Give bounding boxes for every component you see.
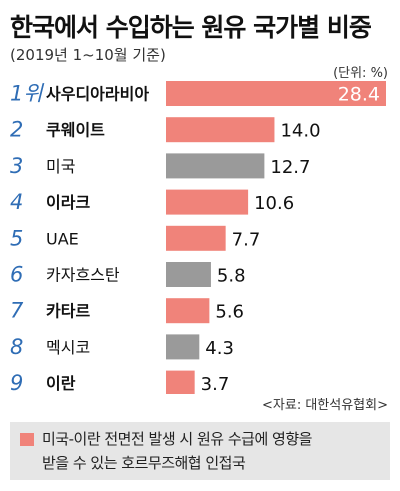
rank-label-3: 3 [10, 154, 23, 178]
category-label-8: 멕시코 [46, 338, 90, 357]
legend-text-line1: 미국-이란 전면전 발생 시 원유 수급에 영향을 [42, 430, 312, 448]
value-label-4: 10.6 [254, 193, 294, 214]
category-label-1: 사우디아라비아 [46, 85, 149, 104]
rank-label-9: 9 [10, 371, 23, 394]
category-label-5: UAE [46, 229, 79, 248]
bar-4 [166, 189, 249, 215]
value-label-3: 12.7 [270, 157, 310, 178]
value-label-7: 5.6 [215, 302, 244, 323]
chart-subtitle: (2019년 1~10월 기준) [10, 46, 166, 64]
category-label-4: 이라크 [46, 193, 90, 212]
bar-9 [166, 370, 195, 394]
source-label: <자료: 대한석유협회> [262, 398, 388, 413]
rank-label-2: 2 [10, 118, 23, 142]
chart-title: 한국에서 수입하는 원유 국가별 비중 [10, 13, 372, 42]
value-label-8: 4.3 [205, 338, 234, 359]
value-label-5: 7.7 [232, 229, 261, 250]
bar-2 [166, 117, 275, 143]
value-label-2: 14.0 [280, 121, 320, 142]
value-label-6: 5.8 [217, 266, 246, 287]
category-label-6: 카자흐스탄 [46, 266, 120, 285]
unit-label: (단위: %) [333, 66, 388, 81]
rank-label-1: 1위 [10, 82, 44, 106]
category-label-9: 이란 [46, 374, 76, 393]
category-label-3: 미국 [46, 157, 75, 176]
bar-8 [166, 334, 200, 360]
bar-7 [166, 298, 210, 324]
bar-3 [166, 153, 265, 179]
value-label-1: 28.4 [338, 84, 380, 106]
rank-label-4: 4 [10, 190, 23, 214]
rank-label-7: 7 [10, 299, 24, 323]
bar-6 [166, 262, 211, 287]
legend-text-line2: 받을 수 있는 호르무즈해협 인접국 [42, 454, 246, 472]
value-label-9: 3.7 [201, 374, 230, 394]
legend-swatch [20, 433, 34, 446]
category-label-2: 쿠웨이트 [46, 121, 105, 140]
bar-1 [166, 81, 386, 106]
rank-label-8: 8 [10, 335, 23, 359]
legend-note: 미국-이란 전면전 발생 시 원유 수급에 영향을 받을 수 있는 호르무즈해협… [10, 422, 390, 480]
rank-label-5: 5 [10, 226, 23, 250]
bar-5 [166, 225, 226, 251]
rank-label-6: 6 [10, 263, 23, 287]
category-label-7: 카타르 [46, 302, 90, 321]
bar-chart: 1위 사우디아라비아 28.4 2 쿠웨이트 14.0 3 미국 12.7 4 이라크 10.6 5 UA… [10, 81, 386, 394]
